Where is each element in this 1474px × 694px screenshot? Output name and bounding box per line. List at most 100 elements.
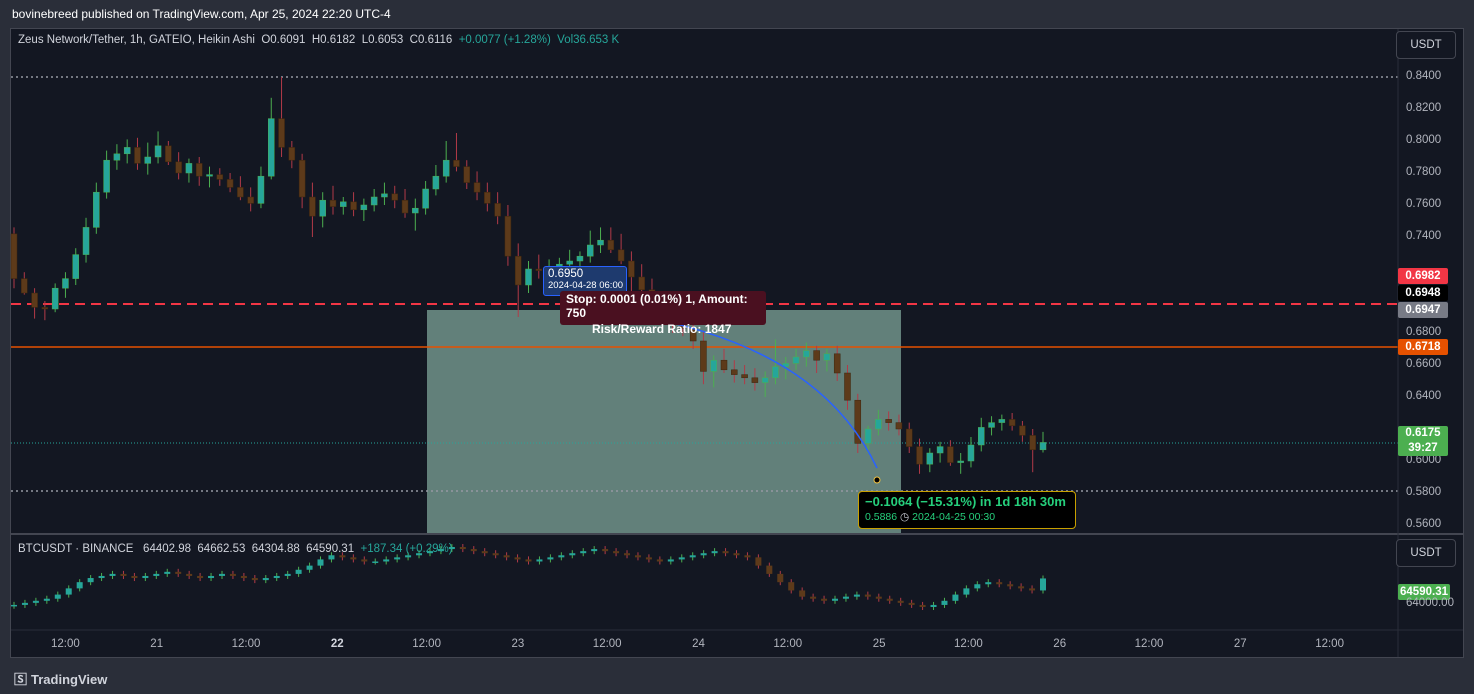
candle-body [144, 156, 152, 164]
btc-candle-body [32, 600, 39, 603]
btc-candle-body [755, 557, 762, 566]
btc-price-tag: 64590.31 [1398, 584, 1450, 600]
candle-body [453, 159, 460, 167]
footer-brand: TradingView [31, 672, 108, 687]
btc-candle-body [864, 594, 871, 597]
btc-candle-body [76, 582, 83, 589]
time-axis-label: 27 [1233, 638, 1247, 650]
candle-body [916, 446, 923, 465]
time-axis-label: 12:00 [231, 638, 261, 650]
candle-body [278, 118, 285, 148]
legend-open: O0.6091 [261, 34, 306, 46]
candle-body [401, 199, 409, 214]
btc-candle-body [919, 604, 926, 607]
btc-candle-body [897, 600, 904, 603]
candle-body [288, 147, 296, 161]
candle-body [761, 377, 769, 383]
measure-price: 0.5886 [865, 511, 898, 523]
candle-body [370, 196, 378, 206]
publish-bar: bovinebreed published on TradingView.com… [0, 0, 1474, 28]
btc-candle-body [54, 594, 61, 599]
btc-candle-body [525, 559, 532, 562]
btc-candle-body [109, 573, 116, 576]
btc-candle-body [886, 598, 893, 601]
btc-candle-body [645, 557, 652, 560]
btc-candle-body [667, 559, 674, 562]
price-axis-label: 0.7600 [1406, 198, 1442, 210]
candle-body [350, 201, 357, 211]
measure-change: −0.1064 (−15.31%) in 1d 18h 30m [865, 494, 1066, 509]
candle-body [329, 199, 337, 207]
candle-body [947, 446, 954, 463]
candle-body [586, 244, 594, 257]
candle-body [134, 147, 141, 164]
tradingview-logo[interactable]: 🅂 TradingView [14, 669, 107, 688]
btc-candle-body [799, 590, 806, 597]
btc-candle-body [437, 549, 444, 552]
btc-candle-body [164, 571, 171, 574]
btc-candle-body [985, 582, 992, 585]
price-axis-label: 0.5800 [1406, 486, 1442, 498]
btc-candle-body [952, 594, 959, 601]
btc-candle-body [229, 573, 236, 576]
projection-end-dot [873, 476, 881, 484]
time-axis-label: 22 [330, 638, 344, 650]
measure-box[interactable]: −0.1064 (−15.31%) in 1d 18h 30m 0.5886 ◷… [858, 491, 1076, 529]
stop-label-box[interactable]: Stop: 0.0001 (0.01%) 1, Amount: 750 Risk… [560, 291, 766, 336]
btc-candle-body [711, 551, 718, 554]
btc-candle-body [580, 551, 587, 554]
btc-candle-body [295, 569, 302, 574]
tag-countdown: 39:27 [1408, 442, 1438, 454]
btc-candle-body [481, 551, 488, 554]
candle-body [895, 422, 903, 430]
candle-body [885, 419, 892, 423]
candle-body [1029, 435, 1036, 451]
legend-volume: Vol36.653 K [557, 34, 620, 46]
candle-body [936, 446, 944, 454]
candle-body [175, 161, 182, 174]
legend-symbol: Zeus Network/Tether, 1h, GATEIO, Heikin … [18, 34, 255, 46]
price-axis-label: 0.6400 [1406, 390, 1442, 402]
entry-price: 0.6950 [548, 268, 584, 280]
candle-body [628, 260, 635, 278]
price-axis-label: 0.8400 [1406, 70, 1442, 82]
candle-body [978, 427, 985, 446]
btc-candle-body [416, 553, 423, 556]
btc-candle-body [1007, 584, 1014, 587]
currency-button-btc[interactable]: USDT [1396, 539, 1456, 567]
candle-body [247, 196, 254, 204]
btc-legend-high: 64662.53 [197, 543, 246, 555]
btc-candle-body [328, 555, 335, 560]
btc-candle-body [678, 557, 685, 560]
btc-candle-body [974, 584, 981, 589]
candle-body [10, 233, 18, 279]
btc-candle-body [251, 578, 258, 581]
currency-button[interactable]: USDT [1396, 31, 1456, 59]
candle-body [607, 239, 615, 251]
candle-body [700, 340, 707, 372]
time-axis-label: 12:00 [51, 638, 80, 650]
price-axis-label: 0.8200 [1406, 102, 1442, 114]
btc-candle-body [218, 573, 225, 576]
time-axis-label: 26 [1053, 638, 1067, 650]
candle-body [535, 268, 543, 271]
footer-bar: 🅂 TradingView [0, 658, 1474, 694]
candle-body [566, 260, 573, 265]
legend-change: +0.0077 (+1.28%) [458, 34, 551, 46]
measure-date: 2024-04-25 00:30 [912, 511, 996, 523]
candle-body [731, 369, 738, 375]
price-axis-label: 0.6000 [1406, 454, 1442, 466]
btc-candle-body [175, 571, 182, 574]
btc-candle-body [43, 598, 50, 601]
candle-body [185, 163, 193, 174]
btc-legend-open: 64402.98 [143, 543, 192, 555]
candle-body [525, 268, 532, 286]
candle-body [854, 399, 862, 444]
btc-candle-body [306, 565, 313, 570]
candle-body [638, 276, 645, 291]
candle-body [31, 292, 38, 308]
time-axis-label: 12:00 [1134, 638, 1164, 650]
candle-body [741, 374, 748, 379]
entry-date: 2024-04-28 06:00 [548, 280, 624, 291]
